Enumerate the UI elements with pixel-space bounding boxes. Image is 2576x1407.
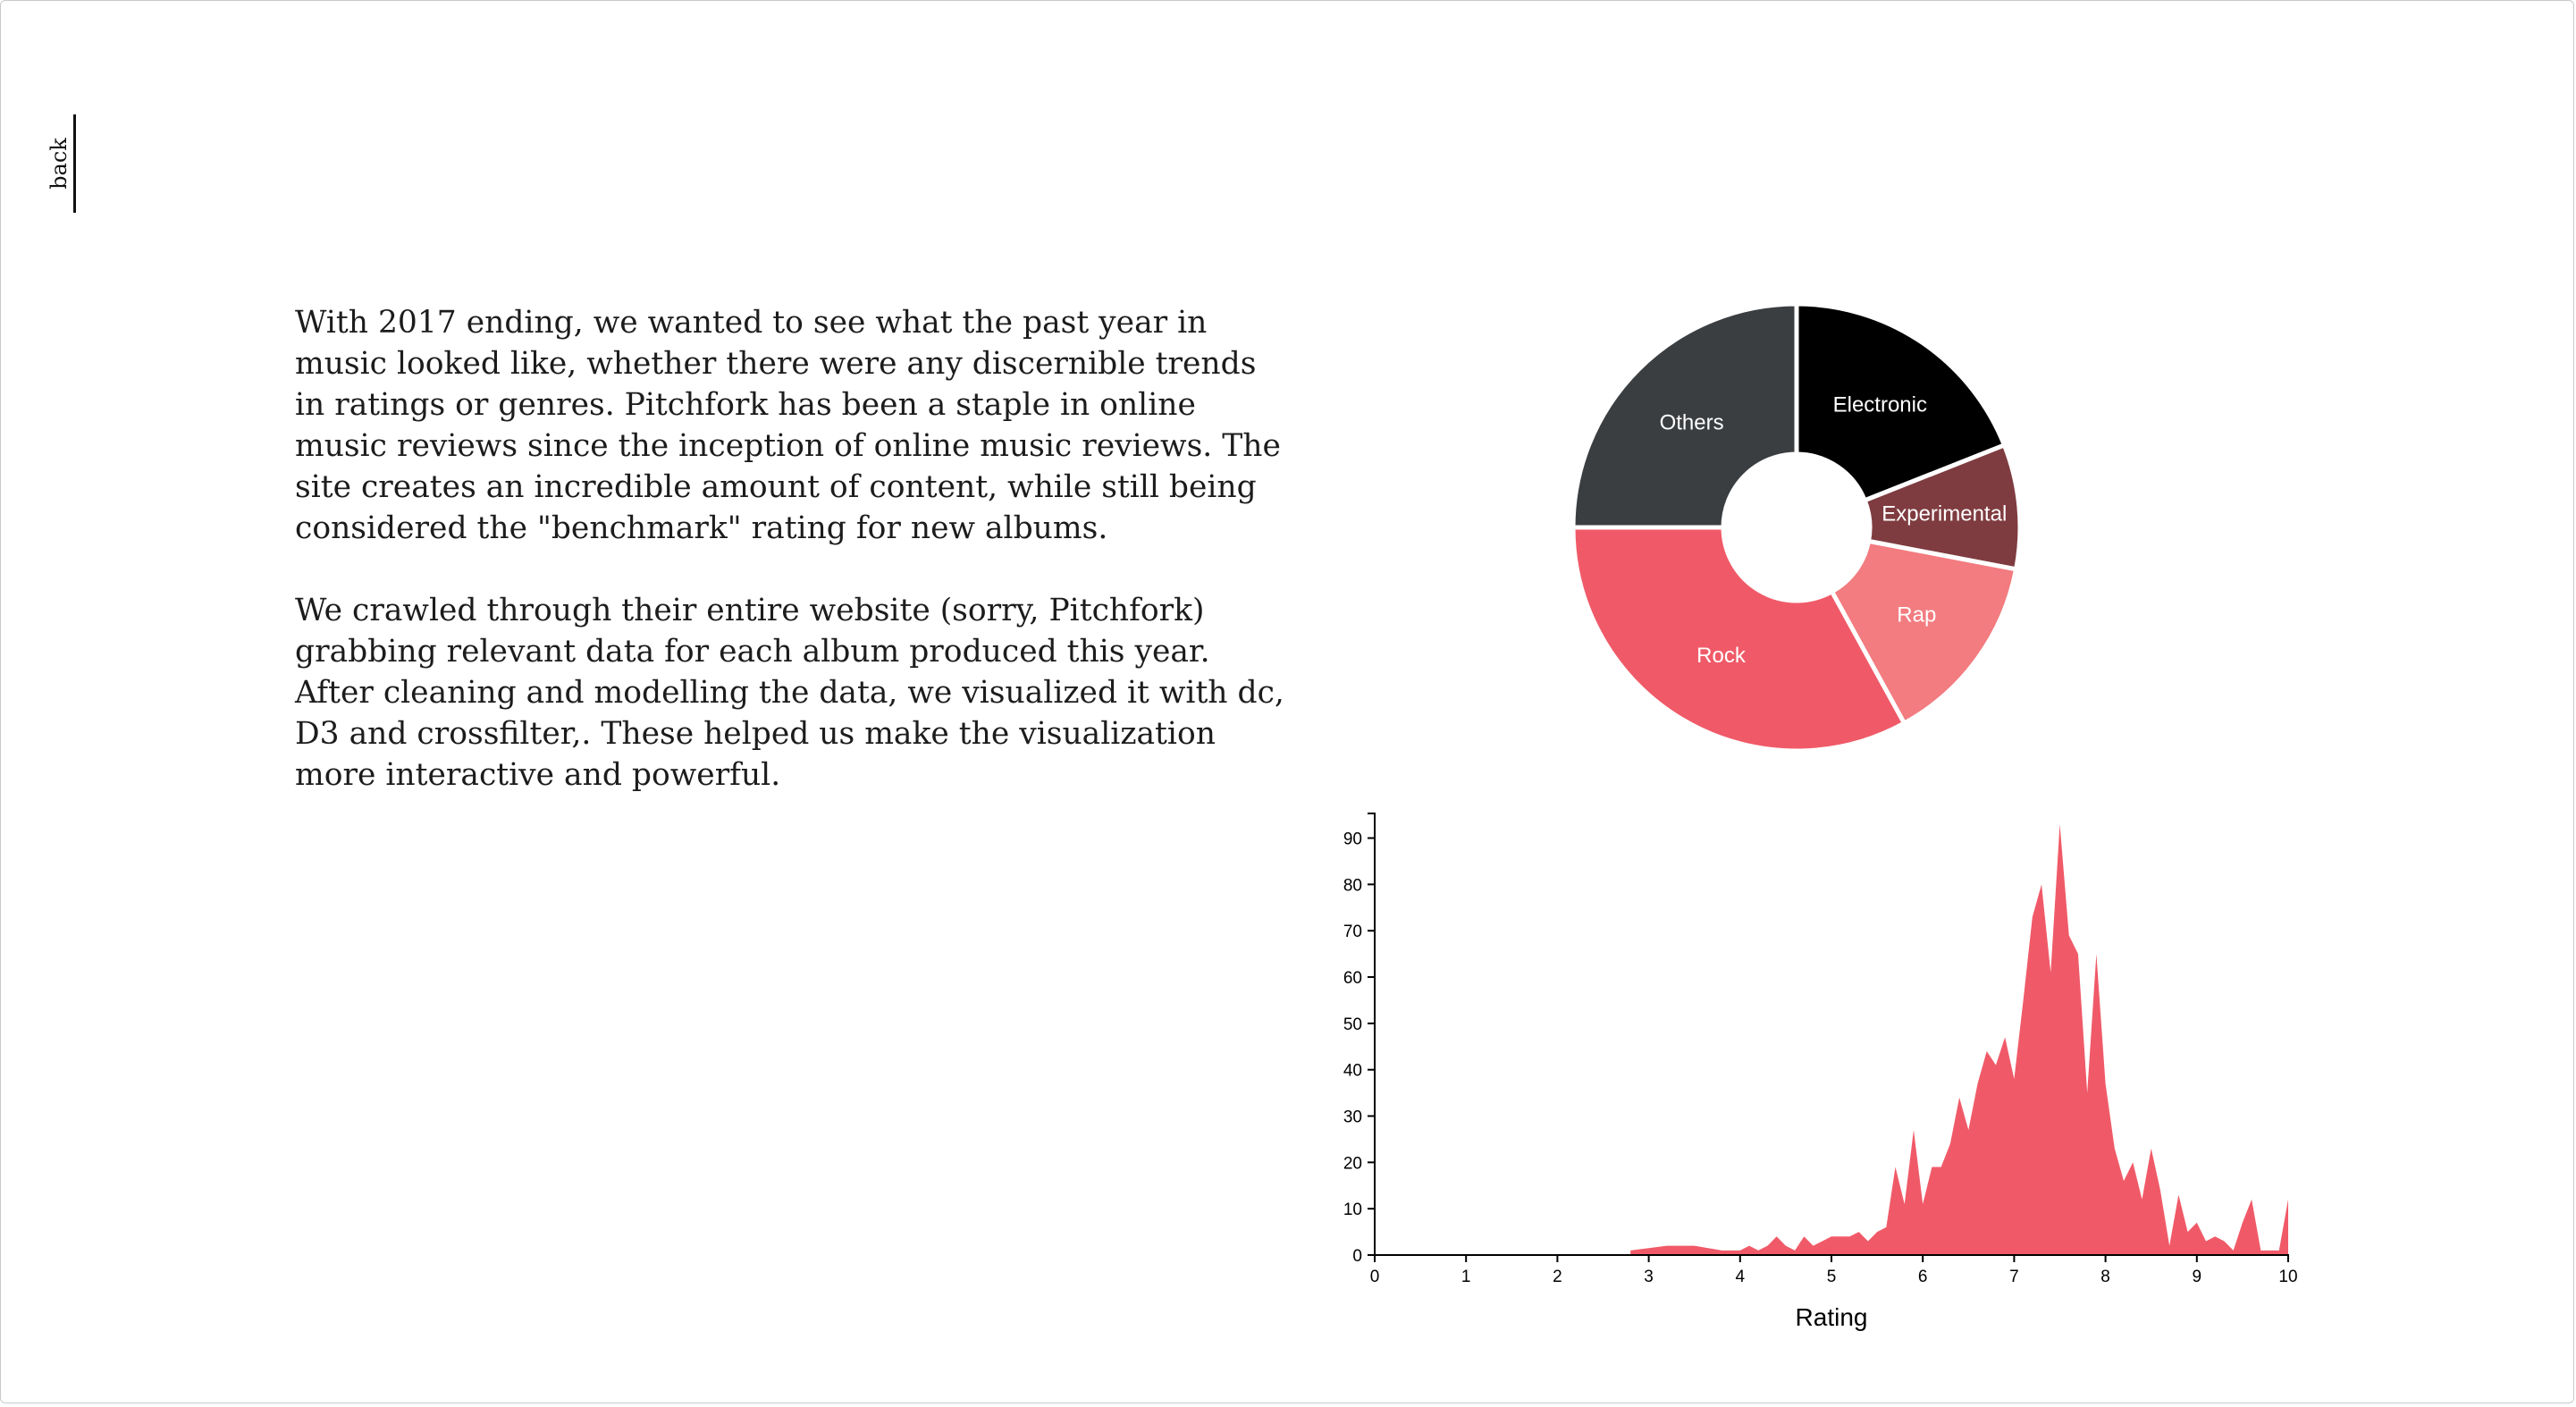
slice-rap[interactable] — [1829, 538, 2019, 727]
x-tick-label: 4 — [1736, 1268, 1746, 1286]
slice-others[interactable] — [1570, 301, 1799, 530]
x-axis: 0 1 2 3 4 5 6 7 8 9 10 — [1370, 1254, 2298, 1286]
x-tick-label: 8 — [2100, 1268, 2110, 1286]
y-tick-label: 90 — [1343, 830, 1362, 849]
y-tick-label: 50 — [1343, 1015, 1362, 1034]
x-tick-label: 9 — [2193, 1268, 2202, 1286]
x-tick-label: 5 — [1827, 1268, 1837, 1286]
x-tick-label: 0 — [1370, 1268, 1380, 1286]
donut-slices — [1570, 301, 2023, 754]
x-tick-label: 3 — [1644, 1268, 1654, 1286]
donut-labels: Electronic Experimental Rap Rock Others — [1660, 393, 2008, 668]
slice-label-others: Others — [1660, 411, 1724, 435]
y-tick-label: 0 — [1352, 1247, 1362, 1266]
x-tick-label: 6 — [1918, 1268, 1928, 1286]
slice-rock[interactable] — [1570, 525, 1907, 754]
slice-electronic[interactable] — [1794, 301, 2008, 504]
y-axis-line — [1368, 813, 1376, 1256]
y-tick-label: 70 — [1343, 923, 1362, 941]
y-tick-label: 40 — [1343, 1062, 1362, 1081]
genre-donut-chart[interactable]: Electronic Experimental Rap Rock Others — [1555, 295, 2038, 760]
back-link[interactable]: back — [36, 114, 79, 213]
y-tick-label: 60 — [1343, 969, 1362, 988]
y-tick-label: 80 — [1343, 876, 1362, 895]
intro-text: With 2017 ending, we wanted to see what … — [295, 302, 1287, 837]
y-tick-label: 30 — [1343, 1108, 1362, 1127]
x-tick-label: 2 — [1553, 1268, 1562, 1286]
slice-label-experimental: Experimental — [1881, 501, 2007, 526]
x-tick-label: 1 — [1461, 1268, 1471, 1286]
y-axis: 0 10 20 30 40 50 60 70 80 90 — [1343, 813, 1376, 1266]
intro-paragraph: With 2017 ending, we wanted to see what … — [295, 305, 1281, 546]
back-divider — [73, 114, 76, 213]
rating-area-chart[interactable]: 0 10 20 30 40 50 60 70 80 90 0 1 2 3 4 5 6 7 8 9 10 Rating — [1323, 805, 2342, 1359]
y-tick-label: 10 — [1343, 1201, 1362, 1219]
slice-label-rap: Rap — [1897, 603, 1936, 628]
slice-label-electronic: Electronic — [1833, 393, 1927, 417]
intro-paragraph: We crawled through their entire website … — [295, 593, 1284, 793]
x-tick-label: 7 — [2009, 1268, 2019, 1286]
slice-label-rock: Rock — [1696, 644, 1747, 668]
y-tick-label: 20 — [1343, 1154, 1362, 1173]
x-axis-title: Rating — [1796, 1303, 1868, 1331]
rating-area[interactable] — [1630, 824, 2288, 1255]
x-tick-label: 10 — [2278, 1268, 2297, 1286]
